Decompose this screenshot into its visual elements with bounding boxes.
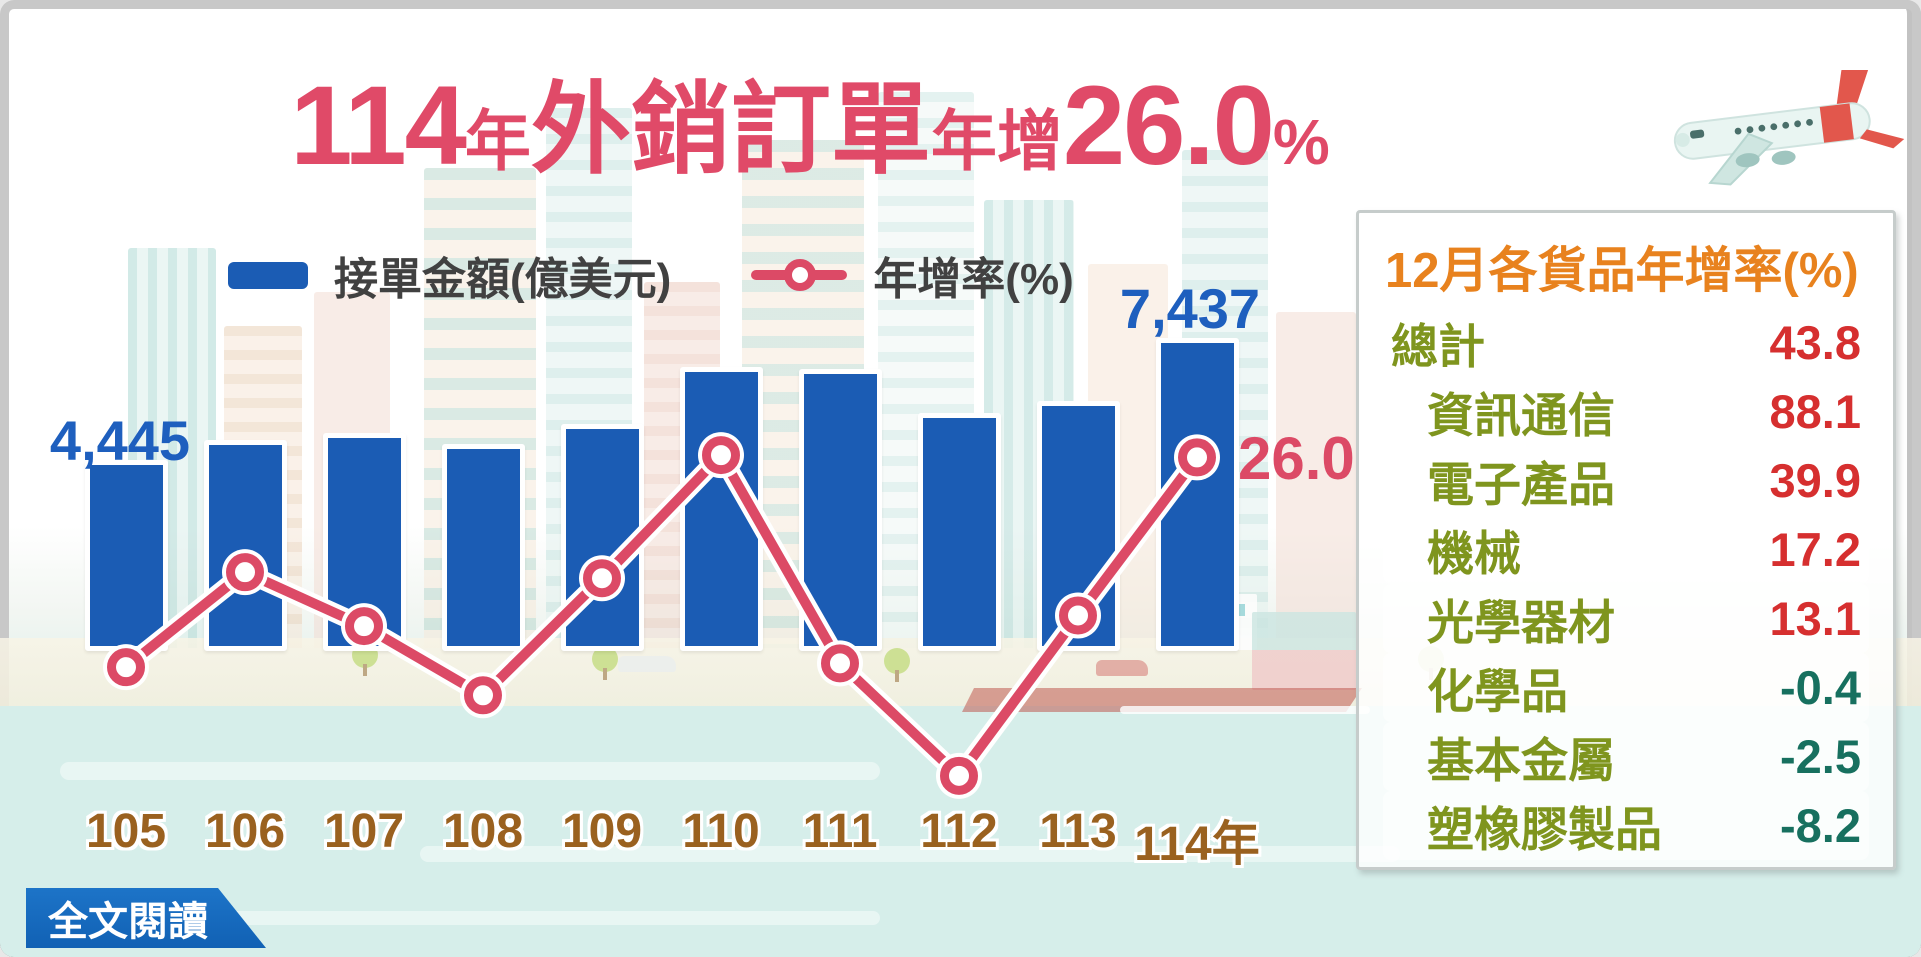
page-title: 114年外銷訂單年增26.0% bbox=[290, 63, 1330, 188]
bar-105 bbox=[85, 460, 168, 651]
category-value: -0.4 bbox=[1780, 661, 1861, 714]
x-label-109: 109 bbox=[561, 805, 643, 858]
x-label-112: 112 bbox=[920, 805, 998, 858]
category-value: 88.1 bbox=[1769, 385, 1861, 438]
chart-legend: 接單金額(億美元) 年增率(%) bbox=[228, 244, 1074, 306]
first-bar-value-label: 4,445 bbox=[49, 409, 191, 472]
x-label-111: 111 bbox=[802, 805, 878, 858]
last-point-value-label: 26.0 bbox=[1238, 425, 1355, 492]
category-label: 化學品 bbox=[1427, 665, 1568, 718]
category-value: -8.2 bbox=[1780, 799, 1861, 852]
x-label-107: 107 bbox=[323, 805, 405, 858]
category-label: 光學器材 bbox=[1427, 596, 1615, 649]
x-label-106: 106 bbox=[204, 805, 286, 858]
category-value: -2.5 bbox=[1780, 730, 1861, 783]
bar-legend-label: 接單金額(億美元) bbox=[334, 255, 672, 304]
category-value: 43.8 bbox=[1769, 316, 1861, 369]
panel-row-0: 總計 43.8 bbox=[1383, 308, 1869, 377]
category-value: 39.9 bbox=[1769, 454, 1861, 507]
category-label: 總計 bbox=[1391, 320, 1485, 373]
read-more-button[interactable]: 全文閱讀 bbox=[26, 888, 266, 948]
last-bar-value-label: 7,437 bbox=[1119, 277, 1261, 340]
panel-row-4: 光學器材 13.1 bbox=[1383, 584, 1869, 653]
panel-row-6: 基本金屬 -2.5 bbox=[1383, 722, 1869, 791]
category-label: 基本金屬 bbox=[1427, 734, 1615, 787]
panel-row-1: 資訊通信 88.1 bbox=[1383, 377, 1869, 446]
line-legend-swatch bbox=[751, 259, 848, 291]
panel-row-2: 電子產品 39.9 bbox=[1383, 446, 1869, 515]
x-label-110: 110 bbox=[682, 805, 760, 858]
panel-row-3: 機械 17.2 bbox=[1383, 515, 1869, 584]
title-year: 114 bbox=[290, 63, 467, 188]
x-label-108: 108 bbox=[442, 805, 524, 858]
panel-row-5: 化學品 -0.4 bbox=[1383, 653, 1869, 722]
x-label-113: 113 bbox=[1039, 805, 1117, 858]
category-label: 資訊通信 bbox=[1427, 389, 1615, 442]
airplane-icon bbox=[1673, 70, 1905, 186]
read-more-label: 全文閱讀 bbox=[48, 900, 208, 944]
december-growth-panel: 12月各貨品年增率(%) 總計 43.8 資訊通信 88.1 電子產品 39.9 機械 17.… bbox=[1356, 210, 1896, 870]
category-label: 塑橡膠製品 bbox=[1427, 803, 1662, 856]
panel-title: 12月各貨品年增率(%) bbox=[1385, 244, 1859, 298]
bar-106 bbox=[204, 440, 287, 651]
line-legend-label: 年增率(%) bbox=[873, 255, 1074, 304]
panel-rows: 總計 43.8 資訊通信 88.1 電子產品 39.9 機械 17.2 光學器材 13.1 化學品 -… bbox=[1383, 308, 1869, 860]
bar-108 bbox=[442, 444, 525, 651]
panel-row-7: 塑橡膠製品 -8.2 bbox=[1383, 791, 1869, 860]
category-label: 電子產品 bbox=[1427, 458, 1615, 511]
title-main: 外銷訂單 bbox=[530, 74, 931, 186]
category-label: 機械 bbox=[1427, 527, 1521, 580]
category-value: 17.2 bbox=[1769, 523, 1861, 576]
title-growth-value: 26.0 bbox=[1062, 63, 1275, 188]
x-label-114年: 114年 bbox=[1134, 818, 1260, 871]
bar-112 bbox=[918, 413, 1001, 651]
x-label-105: 105 bbox=[85, 805, 167, 858]
bar-legend-swatch bbox=[228, 261, 308, 289]
category-value: 13.1 bbox=[1769, 592, 1861, 645]
